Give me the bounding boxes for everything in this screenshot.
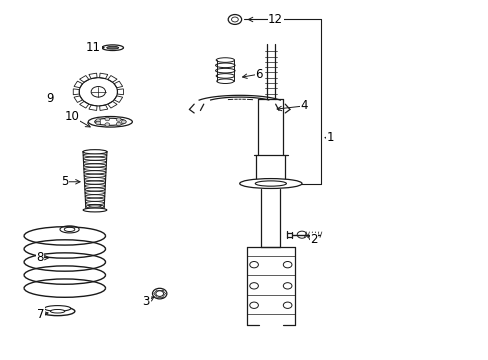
Ellipse shape [102, 45, 123, 50]
Text: 12: 12 [267, 13, 283, 26]
Polygon shape [74, 96, 82, 103]
Ellipse shape [83, 208, 106, 212]
Ellipse shape [255, 181, 286, 186]
Circle shape [105, 123, 109, 126]
Circle shape [105, 117, 109, 121]
Ellipse shape [95, 118, 125, 125]
Polygon shape [107, 101, 117, 108]
Polygon shape [80, 76, 89, 82]
Ellipse shape [41, 307, 75, 316]
Circle shape [231, 17, 238, 22]
Polygon shape [100, 73, 107, 79]
Polygon shape [107, 76, 117, 82]
Circle shape [116, 122, 121, 126]
Text: 9: 9 [46, 93, 54, 105]
Polygon shape [89, 105, 97, 111]
Polygon shape [114, 96, 122, 103]
Polygon shape [80, 101, 89, 108]
Polygon shape [73, 89, 79, 95]
Ellipse shape [83, 150, 107, 154]
Polygon shape [100, 105, 107, 111]
Polygon shape [89, 73, 97, 79]
Text: 3: 3 [142, 295, 150, 308]
Text: 11: 11 [86, 41, 101, 54]
Polygon shape [74, 81, 82, 88]
Polygon shape [114, 81, 122, 88]
Ellipse shape [106, 46, 119, 49]
Circle shape [121, 120, 126, 123]
Text: 8: 8 [36, 251, 43, 264]
Circle shape [156, 291, 163, 296]
Circle shape [116, 118, 121, 121]
Text: 2: 2 [309, 234, 317, 247]
Text: 1: 1 [326, 131, 334, 144]
Text: 6: 6 [255, 68, 262, 81]
Text: 7: 7 [37, 307, 44, 320]
Circle shape [96, 121, 101, 125]
Circle shape [96, 119, 101, 122]
Ellipse shape [88, 117, 132, 127]
Text: 5: 5 [61, 175, 68, 188]
Ellipse shape [239, 179, 302, 189]
Ellipse shape [50, 310, 65, 313]
Ellipse shape [44, 306, 71, 311]
Text: 4: 4 [300, 99, 307, 112]
Polygon shape [117, 89, 123, 95]
Text: 10: 10 [64, 110, 79, 123]
Circle shape [91, 86, 105, 97]
